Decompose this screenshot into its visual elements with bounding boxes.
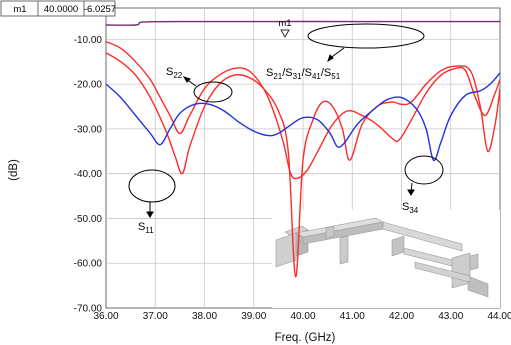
y-tick-label: -20.00 xyxy=(74,80,103,91)
y-tick-label: -40.00 xyxy=(74,169,103,180)
marker-table-y: -6.0257 xyxy=(84,4,116,15)
s21-s31-s41-s51-label: S21/S31/S41/S51 xyxy=(266,67,341,81)
series-line-1 xyxy=(106,52,500,278)
y-tick-label: -60.00 xyxy=(74,259,103,270)
x-tick-label: 38.00 xyxy=(192,311,217,322)
marker-table: m1 40.0000 -6.0257 xyxy=(0,0,116,17)
y-axis-label: (dB) xyxy=(8,159,20,181)
s34-label: S34 xyxy=(402,201,419,215)
marker-triangle xyxy=(280,29,290,39)
s11-ellipse xyxy=(128,169,176,203)
x-tick-label: 44.00 xyxy=(487,311,511,322)
x-axis-label: Freq. (GHz) xyxy=(275,332,336,344)
x-tick-label: 37.00 xyxy=(143,311,168,322)
s22-ellipse xyxy=(193,81,233,103)
x-tick-label: 41.00 xyxy=(340,311,365,322)
series-line-4 xyxy=(106,20,500,26)
marker-label: m1 xyxy=(278,18,291,29)
y-tick-label: -70.00 xyxy=(74,304,103,315)
ticks: 36.00 37.00 38.00 39.00 40.00 41.00 42.00 43.00… xyxy=(74,35,511,322)
x-tick-label: 42.00 xyxy=(389,311,414,322)
x-tick-label: 39.00 xyxy=(241,311,266,322)
x-tick-label: 36.00 xyxy=(93,311,118,322)
s22-label: S22 xyxy=(166,66,183,80)
y-tick-label: -30.00 xyxy=(74,124,103,135)
s34-ellipse xyxy=(404,155,444,185)
marker-table-name: m1 xyxy=(13,4,26,15)
s11-label: S11 xyxy=(138,221,154,235)
series-line-3 xyxy=(106,72,500,162)
x-tick-label: 40.00 xyxy=(290,311,315,322)
annotations xyxy=(128,23,444,218)
series-layer xyxy=(106,20,500,278)
y-tick-label: -50.00 xyxy=(74,214,103,225)
marker-table-x: 40.0000 xyxy=(44,4,78,15)
s21-ellipse xyxy=(307,23,425,49)
series-line-2 xyxy=(106,40,500,180)
x-tick-label: 43.00 xyxy=(438,311,463,322)
marker-m1: m1 xyxy=(278,18,292,39)
inset-3d-structure-image xyxy=(272,210,500,308)
y-tick-label: -10.00 xyxy=(74,35,103,46)
